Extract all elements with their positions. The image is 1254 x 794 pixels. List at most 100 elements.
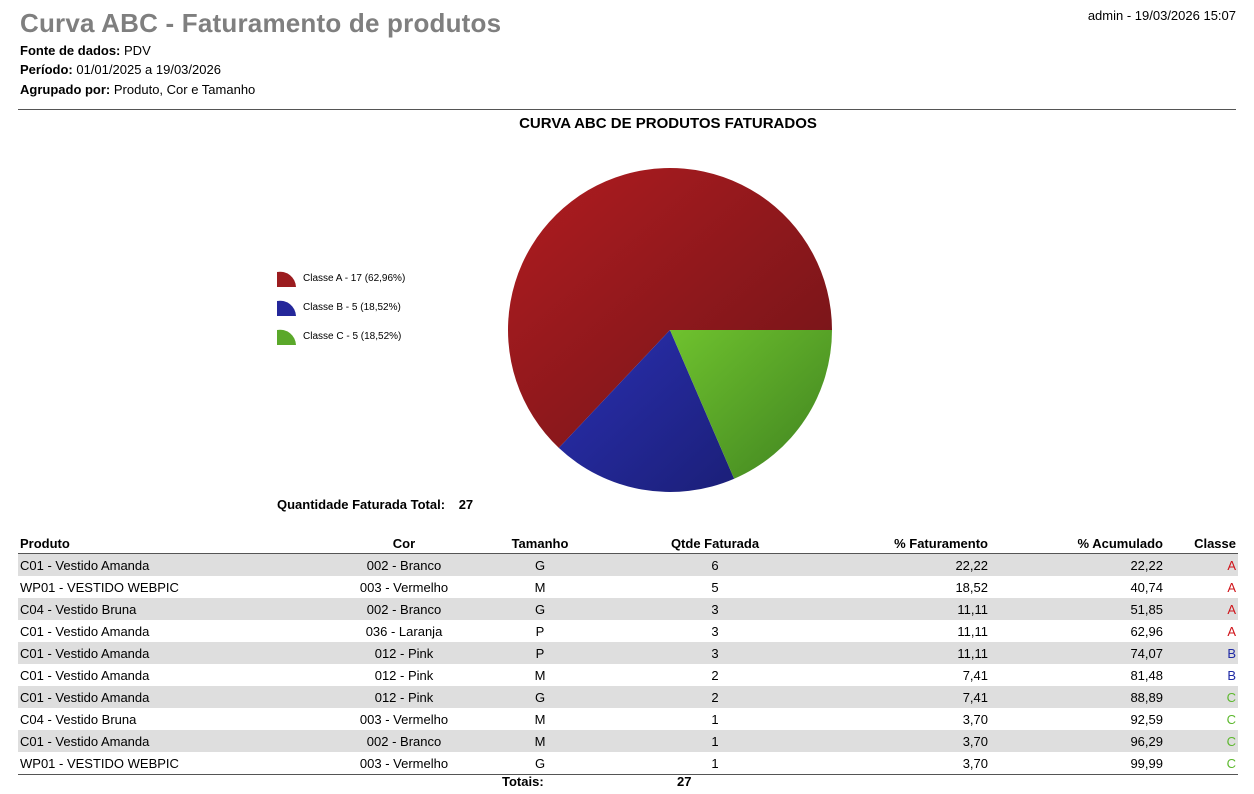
cell-qtde: 3: [590, 598, 840, 620]
products-table: Produto Cor Tamanho Qtde Faturada % Fatu…: [18, 533, 1238, 775]
cell-classe: C: [1165, 730, 1238, 752]
cell-faturamento: 11,11: [840, 642, 990, 664]
cell-qtde: 3: [711, 623, 719, 639]
cell-qtde: 1: [590, 752, 840, 775]
cell-produto: WP01 - VESTIDO WEBPIC: [20, 579, 179, 595]
cell-qtde: 1: [590, 730, 840, 752]
user-timestamp: admin - 19/03/2026 15:07: [1087, 8, 1236, 23]
cell-cor: 003 - Vermelho: [359, 711, 449, 727]
table-row: C01 - Vestido Amanda 012 - Pink G 2 7,41 88,8…: [18, 686, 1238, 708]
cell-qtde: 2: [590, 686, 840, 708]
cell-tamanho: P: [535, 623, 545, 639]
table-row: C01 - Vestido Amanda 002 - Branco G 6 22,22 2…: [18, 553, 1238, 576]
legend-label-class-c: Classe C - 5 (18,52%): [303, 331, 402, 342]
table-body: C01 - Vestido Amanda 002 - Branco G 6 22,22 2…: [18, 553, 1238, 775]
cell-faturamento: 18,52: [955, 579, 988, 595]
column-header-classe: Classe: [1165, 533, 1238, 554]
cell-produto: C01 - Vestido Amanda: [18, 553, 318, 576]
pie-slice-class-a: [507, 167, 832, 448]
cell-acumulado: 22,22: [990, 553, 1165, 576]
cell-acumulado: 92,59: [1130, 711, 1163, 727]
cell-faturamento: 3,70: [962, 711, 988, 727]
cell-classe: C: [1226, 711, 1236, 727]
legend-swatch-class-c: [277, 329, 296, 345]
cell-cor: 002 - Branco: [318, 598, 490, 620]
legend-label-class-b: Classe B - 5 (18,52%): [303, 302, 401, 313]
cell-classe: C: [1165, 752, 1238, 775]
cell-produto: C04 - Vestido Bruna: [20, 711, 137, 727]
cell-tamanho: P: [490, 642, 590, 664]
cell-tamanho: M: [534, 667, 546, 683]
data-source-label: Fonte de dados:: [20, 43, 121, 58]
cell-tamanho: G: [490, 686, 590, 708]
cell-faturamento: 11,11: [957, 623, 988, 639]
legend-item-class-c: Classe C - 5 (18,52%): [277, 322, 405, 351]
table-row: C01 - Vestido Amanda 002 - Branco M 1 3,70 96…: [18, 730, 1238, 752]
table-row: C04 - Vestido Bruna 002 - Branco G 3 11,11 51…: [18, 598, 1238, 620]
legend-item-class-a: Classe A - 17 (62,96%): [277, 264, 405, 293]
cell-produto: C04 - Vestido Bruna: [18, 598, 318, 620]
cell-acumulado: 62,96: [1130, 623, 1163, 639]
cell-cor: 012 - Pink: [318, 642, 490, 664]
data-source-line: Fonte de dados: PDV: [20, 41, 151, 60]
cell-acumulado: 81,48: [1130, 667, 1163, 683]
pie-chart: [500, 163, 840, 508]
table-row: C01 - Vestido Amanda 036 - Laranja P 3 11,11…: [18, 620, 1238, 642]
totals-quantity: 27: [677, 774, 692, 789]
cell-tamanho: G: [490, 752, 590, 775]
cell-produto: C01 - Vestido Amanda: [20, 667, 150, 683]
column-header-qtde: Qtde Faturada: [590, 533, 840, 554]
cell-faturamento: 7,41: [840, 686, 990, 708]
table-row: WP01 - VESTIDO WEBPIC 003 - Vermelho M 5 18,…: [18, 576, 1238, 598]
cell-cor: 003 - Vermelho: [318, 752, 490, 775]
cell-classe: A: [1165, 553, 1238, 576]
cell-acumulado: 74,07: [990, 642, 1165, 664]
header-divider: [18, 109, 1236, 110]
total-quantity: Quantidade Faturada Total: 27: [277, 497, 473, 512]
table-header-row: Produto Cor Tamanho Qtde Faturada % Fatu…: [18, 533, 1238, 554]
legend-label-class-a: Classe A - 17 (62,96%): [303, 273, 406, 284]
cell-faturamento: 7,41: [962, 667, 988, 683]
total-quantity-value: 27: [458, 497, 474, 512]
cell-classe: A: [1227, 623, 1236, 639]
cell-acumulado: 96,29: [990, 730, 1165, 752]
column-header-tamanho: Tamanho: [490, 533, 590, 554]
cell-faturamento: 11,11: [840, 598, 990, 620]
cell-qtde: 1: [711, 711, 719, 727]
period-label: Período:: [20, 62, 73, 77]
column-header-faturamento: % Faturamento: [840, 533, 990, 554]
cell-classe: B: [1165, 642, 1238, 664]
grouping-line: Agrupado por: Produto, Cor e Tamanho: [20, 80, 255, 99]
cell-cor: 012 - Pink: [318, 686, 490, 708]
cell-classe: A: [1165, 598, 1238, 620]
legend-item-class-b: Classe B - 5 (18,52%): [277, 293, 405, 322]
column-header-produto: Produto: [18, 533, 318, 554]
cell-produto: C01 - Vestido Amanda: [18, 642, 318, 664]
legend-swatch-class-b: [277, 300, 296, 316]
report-title: Curva ABC - Faturamento de produtos: [20, 8, 502, 38]
cell-classe: C: [1165, 686, 1238, 708]
cell-cor: 002 - Branco: [318, 730, 490, 752]
cell-cor: 036 - Laranja: [365, 623, 443, 639]
cell-acumulado: 99,99: [990, 752, 1165, 775]
period-value: 01/01/2025 a 19/03/2026: [76, 62, 221, 77]
table-row: C04 - Vestido Bruna 003 - Vermelho M 1 3,70 9…: [18, 708, 1238, 730]
table-row: WP01 - VESTIDO WEBPIC 003 - Vermelho G 1 3,7…: [18, 752, 1238, 775]
cell-acumulado: 88,89: [990, 686, 1165, 708]
cell-classe: B: [1227, 667, 1236, 683]
cell-faturamento: 22,22: [840, 553, 990, 576]
cell-qtde: 5: [711, 579, 719, 595]
cell-tamanho: M: [534, 579, 546, 595]
cell-acumulado: 40,74: [1130, 579, 1163, 595]
cell-qtde: 3: [590, 642, 840, 664]
cell-produto: C01 - Vestido Amanda: [20, 623, 150, 639]
column-header-cor: Cor: [318, 533, 490, 554]
total-quantity-label: Quantidade Faturada Total:: [277, 497, 446, 512]
chart-legend: Classe A - 17 (62,96%) Classe B - 5 (18,…: [277, 264, 405, 351]
cell-acumulado: 51,85: [990, 598, 1165, 620]
table-row: C01 - Vestido Amanda 012 - Pink P 3 11,11 74,…: [18, 642, 1238, 664]
cell-classe: A: [1227, 579, 1236, 595]
legend-swatch-class-a: [277, 271, 296, 287]
cell-cor: 002 - Branco: [318, 553, 490, 576]
cell-qtde: 2: [711, 667, 719, 683]
